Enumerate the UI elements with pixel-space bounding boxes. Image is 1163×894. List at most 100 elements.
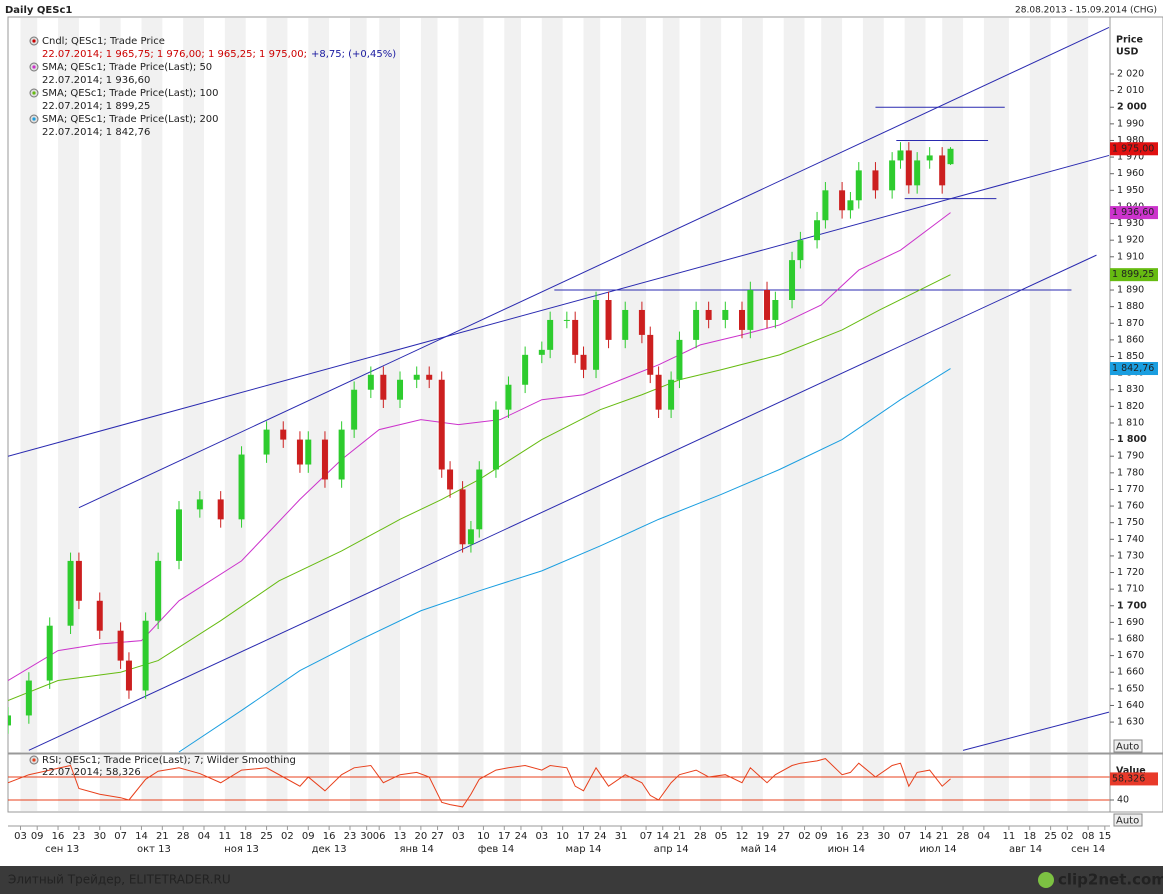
candle-body (175, 509, 182, 561)
y-tick-label: 1 740 (1117, 534, 1144, 545)
trend-line (962, 711, 1110, 751)
candle-body (117, 630, 124, 661)
week-stripe (20, 18, 38, 752)
y-tick-label: 1 970 (1117, 152, 1144, 163)
candle-body (789, 260, 796, 300)
y-tick-label: 1 780 (1117, 467, 1144, 478)
footer-right[interactable]: clip2net.com (1058, 871, 1163, 889)
x-tick-label: 07 (640, 831, 653, 842)
legend-name: RSI; QESc1; Trade Price(Last); 7; Wilder… (42, 755, 296, 766)
x-tick-label: 21 (156, 831, 169, 842)
candle-body (897, 150, 904, 161)
x-tick-label: 28 (177, 831, 190, 842)
candle-body (668, 379, 675, 410)
candle-body (459, 489, 466, 545)
month-label: мар 14 (566, 844, 602, 855)
week-stripe (308, 18, 330, 752)
x-tick-label: 04 (978, 831, 991, 842)
x-tick-label: 28 (694, 831, 707, 842)
x-tick-label: 16 (323, 831, 336, 842)
x-tick-label: 31 (615, 831, 628, 842)
x-tick-label: 03 (535, 831, 548, 842)
candle-body (647, 334, 654, 375)
candle-body (605, 300, 612, 340)
x-tick-label: 10 (556, 831, 569, 842)
legend-name: SMA; QESc1; Trade Price(Last); 100 (42, 88, 219, 99)
week-stripe (224, 18, 246, 752)
week-stripe (349, 18, 367, 752)
legend-icon-dot (32, 65, 36, 69)
auto-button-label[interactable]: Auto (1116, 816, 1139, 827)
y-tick-label: 2 000 (1117, 102, 1147, 113)
x-tick-label: 14 (135, 831, 148, 842)
week-stripe (504, 755, 521, 811)
x-tick-label: 17 (577, 831, 590, 842)
x-tick-label: 11 (1003, 831, 1016, 842)
candle-body (8, 715, 11, 726)
y-tick-label: 1 690 (1117, 617, 1144, 628)
y-tick-label: 1 810 (1117, 417, 1144, 428)
x-tick-label: 17 (498, 831, 511, 842)
week-stripe (458, 18, 484, 752)
week-stripe (904, 18, 926, 752)
candle-body (296, 439, 303, 465)
candle-body (492, 409, 499, 470)
x-tick-label: 15 (1098, 831, 1111, 842)
candle-body (67, 560, 74, 626)
week-stripe (942, 755, 964, 811)
candle-body (397, 379, 404, 400)
week-stripe (1029, 755, 1051, 811)
legend-icon-dot (32, 39, 36, 43)
footer-bar (0, 866, 1163, 894)
y-tick-label: 1 820 (1117, 401, 1144, 412)
candle-body (367, 374, 374, 390)
axis-tag-label: 58,326 (1112, 773, 1145, 784)
y-tick-label: 1 730 (1117, 550, 1144, 561)
legend-icon-dot (32, 758, 36, 762)
x-tick-label: 25 (1044, 831, 1057, 842)
y-tick-label: 1 700 (1117, 600, 1147, 611)
y-tick-label: 1 660 (1117, 667, 1144, 678)
candle-body (280, 429, 287, 440)
y-tick-label: 1 670 (1117, 650, 1144, 661)
candle-body (572, 319, 579, 355)
x-tick-label: 07 (114, 831, 127, 842)
candle-body (196, 499, 203, 510)
week-stripe (583, 755, 601, 811)
y-tick-label: 1 930 (1117, 218, 1144, 229)
candle-body (447, 469, 454, 490)
week-stripe (183, 755, 205, 811)
x-tick-label: 05 (715, 831, 728, 842)
sma-line (178, 368, 951, 753)
axis-tag (1110, 362, 1158, 376)
legend-detail: 22.07.2014; 1 936,60 (42, 75, 150, 86)
axis-tag (1110, 206, 1158, 220)
auto-button[interactable] (1113, 739, 1143, 753)
y-tick-label: 1 860 (1117, 334, 1144, 345)
x-tick-label: 23 (344, 831, 357, 842)
x-tick-label: 25 (260, 831, 273, 842)
rsi-line (8, 758, 951, 808)
x-tick-label: 14 (919, 831, 932, 842)
x-tick-label: 07 (898, 831, 911, 842)
axis-title: Value (1116, 766, 1146, 777)
legend-name: Cndl; QESc1; Trade Price (42, 36, 165, 47)
candle-body (413, 374, 420, 380)
x-tick-label: 24 (515, 831, 528, 842)
legend-name: SMA; QESc1; Trade Price(Last); 50 (42, 62, 212, 73)
candle-body (476, 469, 483, 530)
auto-button-label[interactable]: Auto (1116, 742, 1139, 753)
week-stripe (983, 18, 1009, 752)
x-tick-label: 21 (936, 831, 949, 842)
week-stripe (821, 755, 843, 811)
month-label: май 14 (741, 844, 777, 855)
week-stripe (379, 755, 401, 811)
auto-button[interactable] (1113, 813, 1143, 827)
week-stripe (420, 755, 438, 811)
candle-body (263, 429, 270, 455)
week-stripe (541, 755, 563, 811)
y-tick-label: 1 710 (1117, 584, 1144, 595)
week-stripe (783, 18, 805, 752)
x-tick-label: 24 (594, 831, 607, 842)
month-label: янв 14 (400, 844, 434, 855)
